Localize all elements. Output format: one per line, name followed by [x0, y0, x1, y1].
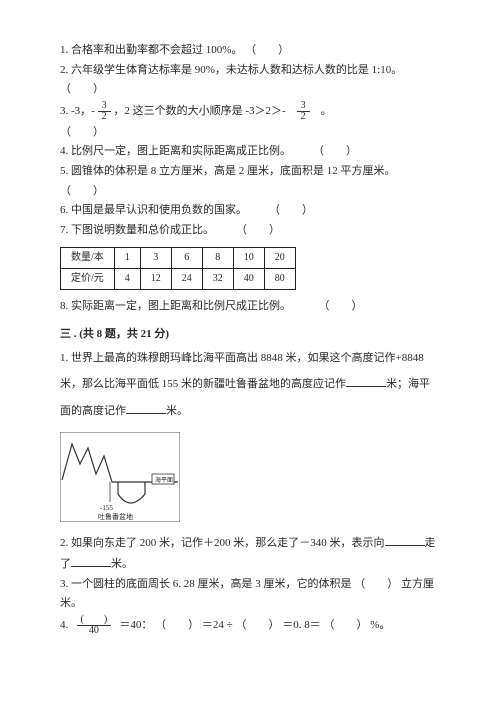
table-cell: 10 — [233, 248, 264, 269]
q3-2d: 米。 — [111, 558, 133, 570]
blank[interactable] — [71, 555, 111, 567]
q2-4-text: 4. 比例尺一定，图上距离和实际距离成正比例。 — [60, 145, 291, 157]
q2-2: 2. 六年级学生体育达标率是 90%，未达标人数和达标人数的比是 1:10。 — [60, 62, 450, 80]
table-cell: 12 — [140, 269, 171, 290]
blank[interactable] — [346, 375, 386, 387]
q2-8: 8. 实际距离一定，图上距离和比例尺成正比例。 （ ） — [60, 298, 450, 316]
q2-7: 7. 下图说明数量和总价成正比。 （ ） — [60, 222, 450, 240]
table-cell: 6 — [171, 248, 202, 269]
paren: （ ） — [313, 145, 357, 157]
q3-3c: 米。 — [60, 595, 450, 613]
table-cell: 40 — [233, 269, 264, 290]
q3-3a: 3. 一个圆柱的底面周长 6. 28 厘米，高是 3 厘米，它的体积是 — [60, 578, 352, 590]
table-row: 数量/本 1 3 6 8 10 20 — [61, 248, 296, 269]
q3-4e: %。 — [370, 619, 390, 631]
q3-1a: 1. 世界上最高的珠穆朗玛峰比海平面高出 8848 米，如果这个高度记作+884… — [60, 350, 450, 368]
frac-bot: 2 — [297, 112, 310, 122]
section-three-header: 三 . (共 8 题，共 21 分) — [60, 326, 450, 344]
q2-3c: 。 — [321, 105, 332, 117]
q3-1e: 米。 — [166, 405, 188, 417]
table-cell: 3 — [140, 248, 171, 269]
q2-2-text: 2. 六年级学生体育达标率是 90%，未达标人数和达标人数的比是 1:10。 — [60, 64, 402, 76]
q2-3: 3. -3，- 3 2 ，2 这三个数的大小顺序是 -3＞2＞- 3 2 。 — [60, 101, 450, 122]
q3-1c: 米；海平 — [386, 378, 430, 390]
paren: （ ） — [269, 204, 313, 216]
price-quantity-table: 数量/本 1 3 6 8 10 20 定价/元 4 12 24 32 40 80 — [60, 247, 296, 290]
frac-3-2-b: 3 2 — [297, 101, 310, 122]
q3-4d: ＝0. 8＝ — [282, 619, 321, 631]
table-cell: 32 — [202, 269, 233, 290]
q3-1b: 米，那么比海平面低 155 米的新疆吐鲁番盆地的高度应记作 — [60, 378, 346, 390]
diag-place-label: 吐鲁番盆地 — [98, 512, 133, 521]
q3-4c: ＝24 ÷ — [202, 619, 233, 631]
q3-1d: 面的高度记作 — [60, 405, 126, 417]
q2-8-text: 8. 实际距离一定，图上距离和比例尺成正比例。 — [60, 300, 291, 312]
paren: （ ） — [60, 126, 104, 138]
q3-2a: 2. 如果向东走了 200 米，记作＋200 米，那么走了－340 米，表示向 — [60, 537, 385, 549]
q3-4a: 4. — [60, 619, 68, 631]
q3-3-line: 3. 一个圆柱的底面周长 6. 28 厘米，高是 3 厘米，它的体积是 （ ） … — [60, 576, 450, 594]
q3-2c: 了 — [60, 558, 71, 570]
paren: （ ） — [236, 224, 280, 236]
q2-5-paren: （ ） — [60, 183, 450, 201]
table-row: 定价/元 4 12 24 32 40 80 — [61, 269, 296, 290]
q3-4-line: 4. ( ) 40 ＝40： （ ） ＝24 ÷ （ ） ＝0. 8＝ （ ） … — [60, 615, 450, 636]
q2-7-text: 7. 下图说明数量和总价成正比。 — [60, 224, 214, 236]
table-header-price: 定价/元 — [61, 269, 115, 290]
table-cell: 1 — [114, 248, 140, 269]
q3-1d-line: 面的高度记作 米。 — [60, 402, 450, 421]
frac-blank-40: ( ) 40 — [77, 615, 112, 636]
q2-5-text: 5. 圆锥体的体积是 8 立方厘米，高是 2 厘米，底面积是 12 平方厘米。 — [60, 165, 396, 177]
table-cell: 4 — [114, 269, 140, 290]
paren: （ ） — [319, 300, 363, 312]
paren: （ ） — [60, 83, 104, 95]
q3-4b: ＝40： — [119, 619, 152, 631]
table-cell: 80 — [264, 269, 295, 290]
diag-val-label: -155 — [100, 504, 113, 512]
q2-6-text: 6. 中国是最早认识和使用负数的国家。 — [60, 204, 247, 216]
q2-1-text: 1. 合格率和出勤率都不会超过 100%。 — [60, 44, 242, 56]
q3-2-line: 2. 如果向东走了 200 米，记作＋200 米，那么走了－340 米，表示向 走 — [60, 534, 450, 553]
table-cell: 24 — [171, 269, 202, 290]
q2-2-paren: （ ） — [60, 81, 450, 99]
blank[interactable] — [385, 534, 425, 546]
paren[interactable]: （ ） — [323, 619, 367, 631]
q2-4: 4. 比例尺一定，图上距离和实际距离成正比例。 （ ） — [60, 143, 450, 161]
table-cell: 8 — [202, 248, 233, 269]
q2-3b: ，2 这三个数的大小顺序是 -3＞2＞- — [113, 105, 285, 117]
q3-3b: 立方厘 — [401, 578, 434, 590]
paren[interactable]: （ ） — [354, 578, 398, 590]
q3-2b: 走 — [425, 537, 436, 549]
q3-2-line2: 了 米。 — [60, 555, 450, 574]
paren: （ ） — [60, 185, 104, 197]
q2-1: 1. 合格率和出勤率都不会超过 100%。 （ ） — [60, 42, 450, 60]
paren[interactable]: （ ） — [155, 619, 199, 631]
paren[interactable]: （ ） — [235, 619, 279, 631]
table-cell: 20 — [264, 248, 295, 269]
q2-3-paren: （ ） — [60, 124, 450, 142]
elevation-diagram: 海平面 -155 吐鲁番盆地 — [60, 432, 180, 522]
frac-3-2-a: 3 2 — [98, 101, 111, 122]
frac-bot: 2 — [98, 112, 111, 122]
blank[interactable] — [126, 402, 166, 414]
paren: （ ） — [245, 44, 289, 56]
q3-1b-line: 米，那么比海平面低 155 米的新疆吐鲁番盆地的高度应记作 米；海平 — [60, 375, 450, 394]
diag-sea-label: 海平面 — [155, 476, 173, 484]
frac-bot: 40 — [77, 626, 112, 636]
q2-3a: 3. -3，- — [60, 105, 95, 117]
q2-5: 5. 圆锥体的体积是 8 立方厘米，高是 2 厘米，底面积是 12 平方厘米。 — [60, 163, 450, 181]
table-header-qty: 数量/本 — [61, 248, 115, 269]
q2-6: 6. 中国是最早认识和使用负数的国家。 （ ） — [60, 202, 450, 220]
